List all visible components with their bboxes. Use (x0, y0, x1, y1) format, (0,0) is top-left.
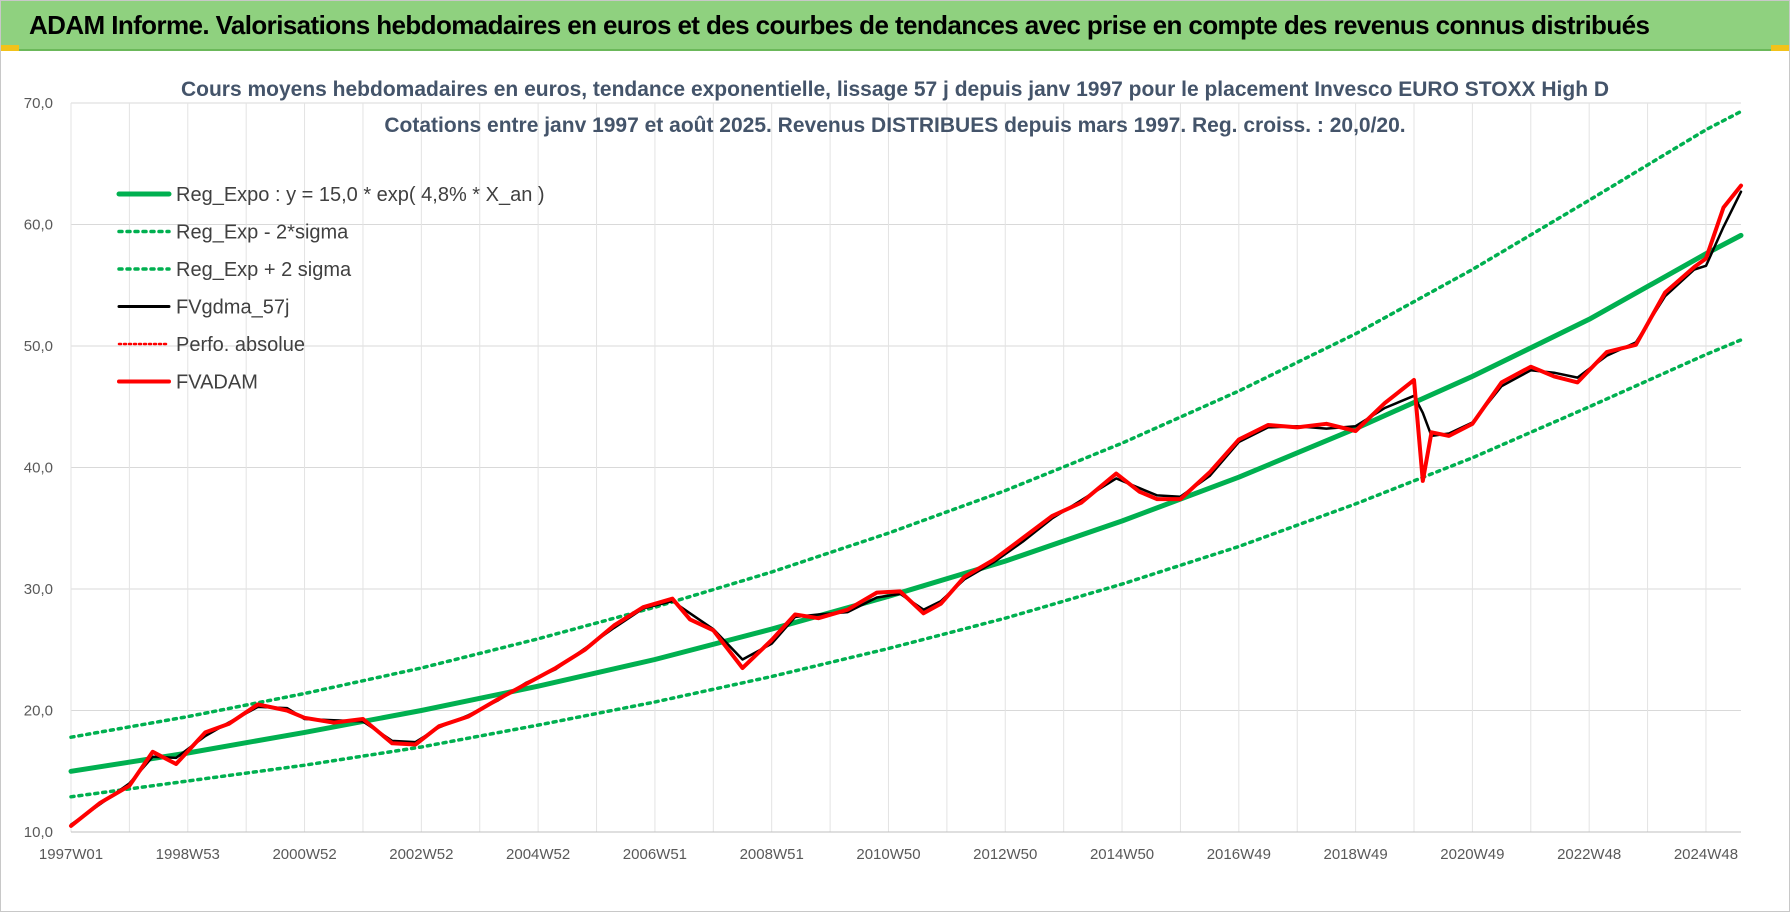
report-banner-title: ADAM Informe. Valorisations hebdomadaire… (29, 10, 1650, 40)
corner-marker (1, 45, 19, 51)
y-tick-label: 60,0 (24, 217, 53, 234)
y-tick-label: 40,0 (24, 460, 53, 477)
x-tick-label: 2008W51 (740, 846, 804, 863)
chart-title: Cours moyens hebdomadaires en euros, ten… (181, 78, 1609, 101)
legend-label: Reg_Exp - 2*sigma (176, 222, 349, 244)
legend-label: FVADAM (176, 372, 258, 394)
x-tick-label: 1998W53 (156, 846, 220, 863)
y-tick-label: 70,0 (24, 95, 53, 112)
x-axis: 1997W01 1998W53 2000W52 2002W52 2004W52 2006W… (39, 846, 1738, 863)
x-tick-label: 2020W49 (1440, 846, 1504, 863)
x-tick-label: 2002W52 (389, 846, 453, 863)
x-tick-label: 2010W50 (856, 846, 920, 863)
corner-marker (1771, 45, 1789, 51)
legend-label: Reg_Expo : y = 15,0 * exp( 4,8% * X_an ) (176, 184, 545, 206)
x-tick-label: 2006W51 (623, 846, 687, 863)
x-tick-label: 2000W52 (272, 846, 336, 863)
x-tick-label: 2016W49 (1207, 846, 1271, 863)
series-layer (68, 109, 1744, 828)
y-tick-label: 20,0 (24, 703, 53, 720)
chart-grid (70, 102, 1741, 833)
series-line-2 (69, 338, 1743, 799)
legend-label: Perfo. absolue (176, 334, 305, 356)
legend-label: Reg_Exp + 2 sigma (176, 259, 352, 281)
y-tick-label: 50,0 (24, 338, 53, 355)
x-tick-label: 2014W50 (1090, 846, 1154, 863)
y-axis: 10,0 20,0 30,0 40,0 50,0 60,0 70,0 (24, 95, 53, 841)
y-tick-label: 30,0 (24, 581, 53, 598)
legend-label: FVgdma_57j (176, 297, 289, 319)
x-tick-label: 2012W50 (973, 846, 1037, 863)
x-tick-label: 2022W48 (1557, 846, 1621, 863)
x-tick-label: 2024W48 (1674, 846, 1738, 863)
x-tick-label: 1997W01 (39, 846, 103, 863)
series-line-6 (69, 183, 1743, 828)
legend: Reg_Expo : y = 15,0 * exp( 4,8% * X_an )… (116, 184, 545, 394)
x-tick-label: 2018W49 (1324, 846, 1388, 863)
report-banner: ADAM Informe. Valorisations hebdomadaire… (1, 1, 1789, 51)
series-line-3 (69, 109, 1743, 739)
chart: Cours moyens hebdomadaires en euros, ten… (24, 78, 1744, 863)
y-tick-label: 10,0 (24, 824, 53, 841)
chart-subtitle: Cotations entre janv 1997 et août 2025. … (384, 114, 1405, 137)
x-tick-label: 2004W52 (506, 846, 570, 863)
